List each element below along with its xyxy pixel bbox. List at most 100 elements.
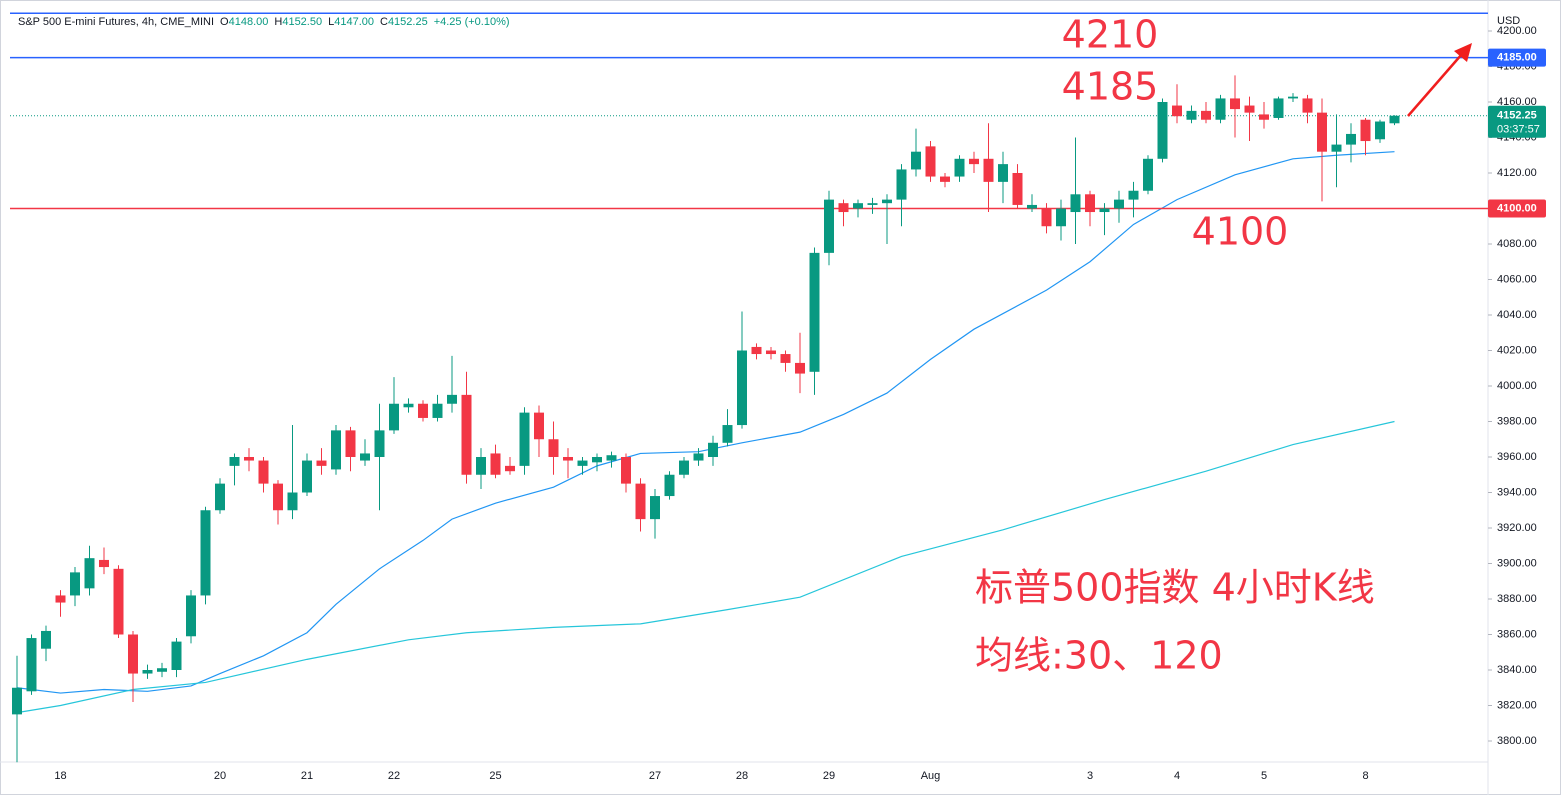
candle-body	[1302, 98, 1313, 113]
x-tick-label: 21	[301, 770, 313, 782]
y-tick-label: 4120.00	[1497, 167, 1537, 179]
candle-body	[447, 394, 457, 404]
candle-body	[505, 465, 515, 472]
candle-body	[200, 510, 211, 596]
candle-body	[476, 456, 486, 475]
x-tick-label: 29	[823, 770, 835, 782]
candle-body	[983, 158, 994, 182]
countdown: 03:37:57	[1497, 124, 1540, 136]
arrow	[1407, 43, 1472, 117]
moving-average	[16, 151, 1395, 694]
candle-body	[1128, 190, 1139, 200]
candle-body	[1215, 98, 1226, 120]
ohlc-value: 4148.00	[229, 16, 269, 28]
candle-body	[244, 456, 254, 461]
candle-body	[1172, 105, 1182, 117]
ohlc-key: O	[220, 16, 229, 28]
candle-body	[403, 403, 414, 408]
last-price-box	[1488, 105, 1546, 138]
y-tick-label: 4060.00	[1497, 273, 1537, 285]
currency: USD	[1497, 15, 1520, 27]
candle-body	[1230, 98, 1240, 110]
candle-body	[1056, 208, 1066, 227]
candle-body	[1186, 110, 1197, 120]
header: S&P 500 E-mini Futures, 4h, CME_MINI O414…	[18, 16, 510, 28]
arrow-shaft	[1407, 53, 1463, 117]
x-tick-label: 27	[649, 770, 661, 782]
y-tick-label: 4040.00	[1497, 309, 1537, 321]
arrow-head	[1454, 43, 1472, 62]
candle-body	[1360, 119, 1371, 142]
candle-body	[374, 430, 385, 457]
candle-body	[1317, 112, 1327, 152]
y-tick-label: 3900.00	[1497, 557, 1537, 569]
candle-body	[650, 496, 660, 520]
candle-body	[171, 641, 182, 671]
candle-body	[1288, 96, 1298, 99]
x-tick-label: 28	[736, 770, 748, 782]
candle-body	[954, 158, 965, 177]
candle-body	[41, 630, 51, 649]
candle-body	[70, 572, 80, 596]
note: 均线:30、120	[975, 634, 1223, 678]
candle-body	[519, 412, 530, 466]
x-tick-label: 25	[489, 770, 501, 782]
candle-body	[635, 483, 646, 520]
candle-body	[157, 668, 167, 672]
candle-body	[1201, 110, 1211, 120]
candle-body	[940, 176, 950, 182]
y-tick-label: 3800.00	[1497, 735, 1537, 747]
note: 标普500指数 4小时K线	[975, 566, 1375, 610]
candle-body	[1143, 158, 1153, 191]
candle-body	[606, 455, 617, 461]
candle-body	[780, 354, 791, 363]
candle-body	[128, 634, 138, 674]
x-tick-label: 3	[1087, 770, 1093, 782]
candle-body	[186, 595, 196, 637]
candle-body	[26, 638, 37, 692]
candle-body	[679, 460, 689, 475]
ohlc-key: L	[328, 16, 334, 28]
candle-body	[867, 203, 878, 205]
candle-body	[969, 158, 979, 165]
candle-body	[331, 430, 341, 470]
y-tick-label: 3940.00	[1497, 486, 1537, 498]
candle-body	[113, 568, 124, 635]
level-axis-label: 4185.00	[1497, 52, 1537, 64]
candle-body	[490, 453, 501, 475]
y-tick-label: 4000.00	[1497, 380, 1537, 392]
candle-body	[1346, 133, 1356, 145]
level-axis-box	[1488, 199, 1546, 218]
moving-average	[16, 420, 1395, 714]
x-tick-label: 18	[54, 770, 66, 782]
candle-body	[287, 492, 298, 511]
candle-body	[1012, 172, 1023, 205]
candle-body	[722, 425, 733, 443]
x-tick-label: 22	[388, 770, 400, 782]
level-annotation: 4100	[1192, 210, 1289, 254]
candle-body	[925, 146, 936, 177]
y-tick-label: 3860.00	[1497, 628, 1537, 640]
candle-body	[896, 169, 907, 200]
level-axis-box	[1488, 48, 1546, 67]
candle-body	[1157, 101, 1168, 159]
candle-body	[809, 252, 820, 372]
candle-body	[548, 439, 559, 457]
y-tick-label: 3960.00	[1497, 451, 1537, 463]
ohlc-value: 4147.00	[334, 16, 374, 28]
plot	[10, 12, 1488, 763]
x-tick-label: 4	[1174, 770, 1180, 782]
y-tick-label: 3920.00	[1497, 522, 1537, 534]
y-tick-label: 4200.00	[1497, 25, 1537, 37]
last-price-label: 4152.25	[1497, 110, 1537, 122]
candle-body	[751, 346, 762, 355]
candle-body	[621, 456, 631, 484]
candle-body	[142, 670, 153, 674]
candle-body	[592, 456, 602, 463]
level-axis-label: 4100.00	[1497, 202, 1537, 214]
y-tick-label: 4020.00	[1497, 344, 1537, 356]
candle-body	[273, 483, 283, 511]
candle-body	[824, 199, 834, 253]
